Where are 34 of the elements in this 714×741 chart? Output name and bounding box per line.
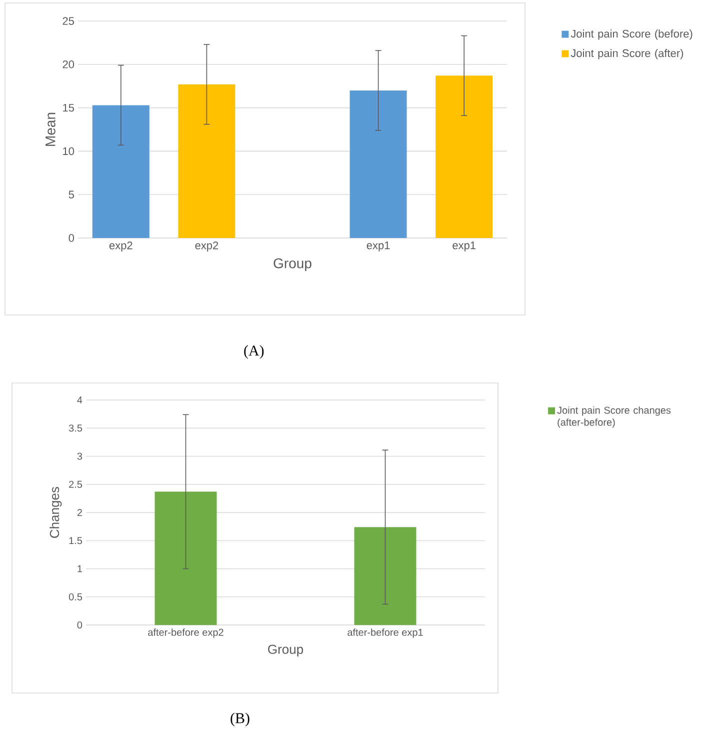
legend-label: Joint pain Score (after) (570, 49, 684, 60)
y-tick-label: 4 (77, 396, 82, 404)
x-tick-label: exp2 (109, 242, 132, 252)
y-tick-label: 10 (63, 147, 74, 156)
y-tick-label: 3.5 (68, 424, 82, 432)
x-tick-label: after-before exp1 (348, 628, 423, 638)
x-axis-title: Group (274, 258, 312, 272)
legend-label: Joint pain Score changes (after-before) (557, 406, 671, 428)
x-tick-label: exp2 (195, 242, 218, 252)
bar (178, 84, 236, 238)
x-tick-label: after-before exp2 (148, 628, 224, 638)
y-tick-label: 1.5 (69, 537, 82, 544)
text: (A) (244, 345, 264, 359)
y-tick-label: 1 (78, 565, 82, 572)
x-tick-label: exp1 (452, 242, 476, 252)
x-tick-label: exp1 (366, 242, 390, 252)
y-tick-label: 0 (68, 234, 74, 242)
y-tick-label: 0 (77, 621, 82, 629)
y-tick-label: 15 (63, 104, 74, 112)
y-tick-label: 2.5 (69, 480, 82, 488)
y-axis-title: Changes (50, 486, 62, 538)
y-tick-label: 25 (62, 17, 74, 25)
bar (436, 76, 493, 238)
bar (92, 105, 150, 238)
legend-label: Joint pain Score (before) (570, 30, 692, 40)
y-tick-label: 3 (77, 452, 82, 460)
y-tick-label: 20 (62, 60, 74, 68)
y-tick-label: 5 (68, 190, 74, 198)
text: (B) (230, 712, 250, 726)
x-axis-title: Group (268, 644, 304, 656)
bar (350, 90, 407, 238)
y-tick-label: 2 (77, 509, 82, 516)
y-axis-title: Mean (46, 112, 56, 146)
y-tick-label: 0.5 (68, 593, 82, 600)
